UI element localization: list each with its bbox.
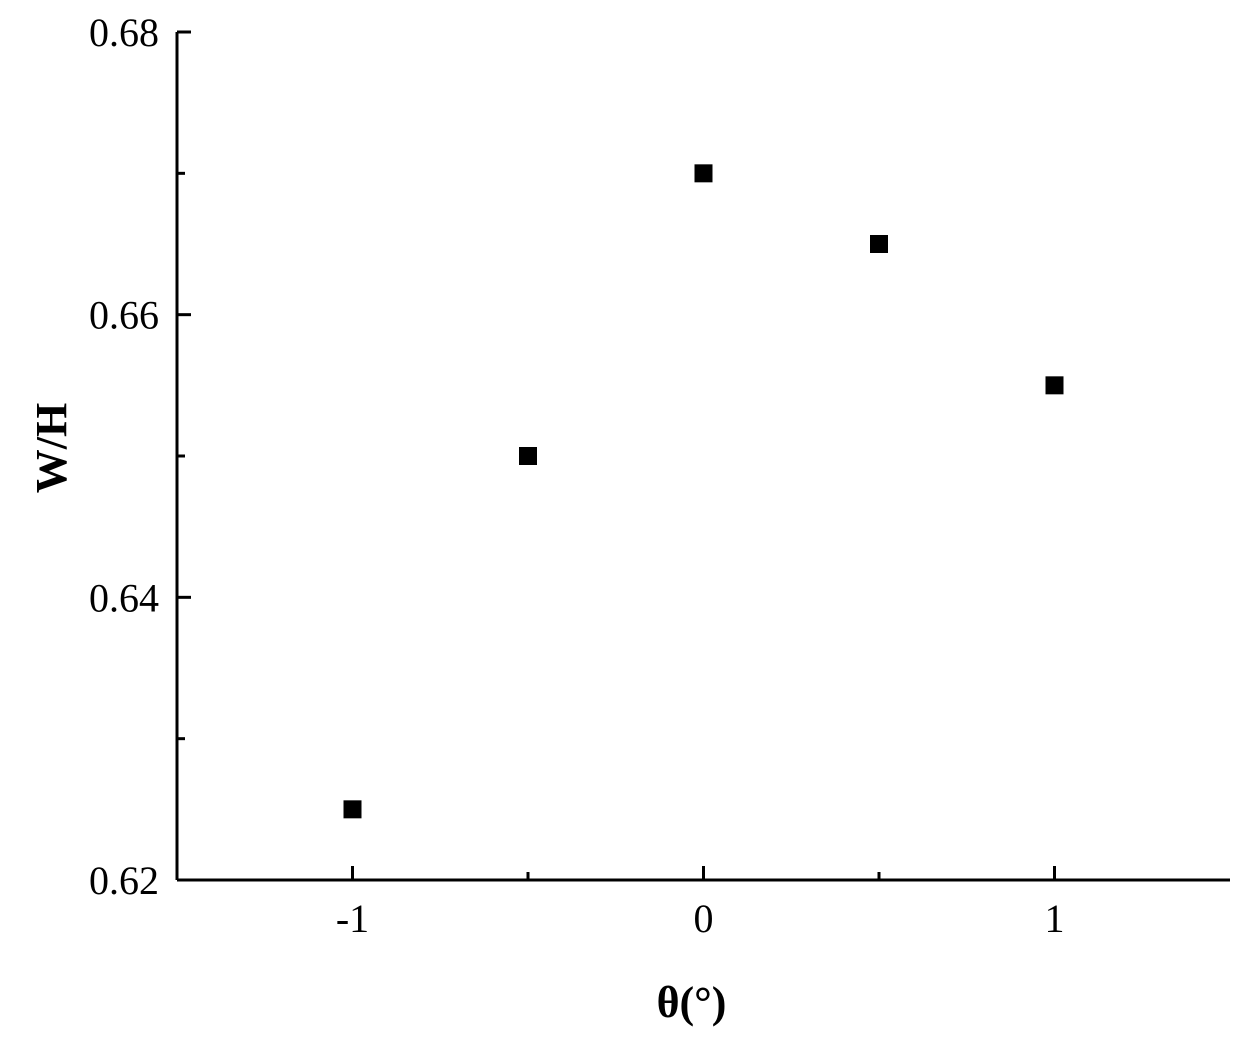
axes <box>175 32 1230 882</box>
data-point <box>694 164 713 183</box>
y-tick-label: 0.66 <box>89 293 159 338</box>
ticks: 0.62 0.64 0.66 0.68 -1 0 1 <box>89 10 1065 941</box>
data-points <box>343 164 1064 819</box>
data-point <box>870 235 888 253</box>
x-tick-label: 1 <box>1045 896 1065 941</box>
x-tick-label: 0 <box>694 896 714 941</box>
data-point <box>1045 376 1064 395</box>
y-tick-label: 0.68 <box>89 10 159 55</box>
y-axis-title: W/H <box>27 403 76 493</box>
data-point <box>343 800 362 819</box>
y-tick-label: 0.62 <box>89 858 159 903</box>
x-axis-title: θ(°) <box>657 978 727 1027</box>
x-tick-label: -1 <box>336 896 369 941</box>
y-tick-label: 0.64 <box>89 575 159 620</box>
data-point <box>519 447 537 465</box>
